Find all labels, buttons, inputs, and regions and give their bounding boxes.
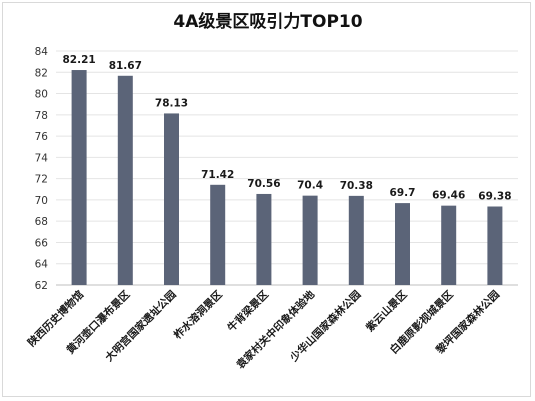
x-tick-label: 紫云山景区	[363, 288, 410, 335]
data-label: 70.4	[297, 180, 323, 192]
y-tick-label: 84	[35, 46, 49, 58]
data-label: 69.38	[478, 191, 511, 203]
y-tick-label: 68	[35, 216, 48, 228]
data-label: 71.42	[201, 169, 234, 181]
y-tick-label: 62	[35, 280, 48, 292]
data-label: 69.7	[390, 187, 416, 199]
data-label: 81.67	[109, 60, 142, 72]
y-tick-label: 72	[35, 174, 48, 186]
bar	[348, 195, 364, 285]
y-axis-ticks: 62 64 66 68 70 72 74 76 78 80 82 84	[35, 46, 49, 292]
bar	[71, 70, 87, 285]
data-label: 82.21	[62, 54, 95, 66]
bar	[302, 195, 318, 285]
bar	[487, 206, 503, 285]
data-label: 70.56	[247, 178, 280, 190]
x-tick-label: 柞水溶洞景区	[171, 288, 225, 342]
y-tick-label: 74	[35, 152, 49, 164]
bar	[441, 205, 457, 285]
y-tick-label: 76	[35, 131, 49, 143]
data-label: 70.38	[340, 180, 373, 192]
bar	[395, 203, 410, 285]
y-tick-label: 66	[35, 237, 49, 249]
bar	[164, 113, 179, 285]
y-tick-label: 82	[35, 67, 48, 79]
bar	[210, 184, 226, 285]
data-labels: 82.21 81.67 78.13 71.42 70.56 70.4 70.38 69.7 69…	[62, 54, 511, 202]
y-tick-label: 70	[35, 195, 48, 207]
data-label: 78.13	[155, 97, 188, 109]
data-label: 69.46	[432, 190, 465, 202]
x-tick-label: 袁家村关中印象体验地	[233, 288, 317, 372]
gridlines	[56, 50, 518, 286]
y-tick-label: 78	[35, 110, 48, 122]
chart-title: 4A级景区吸引力TOP10	[173, 11, 362, 32]
bar	[117, 75, 133, 285]
bar	[256, 193, 272, 285]
y-tick-label: 64	[35, 259, 49, 271]
bars	[71, 70, 503, 285]
x-tick-label: 牛背梁景区	[225, 288, 272, 335]
y-tick-label: 80	[35, 89, 48, 101]
